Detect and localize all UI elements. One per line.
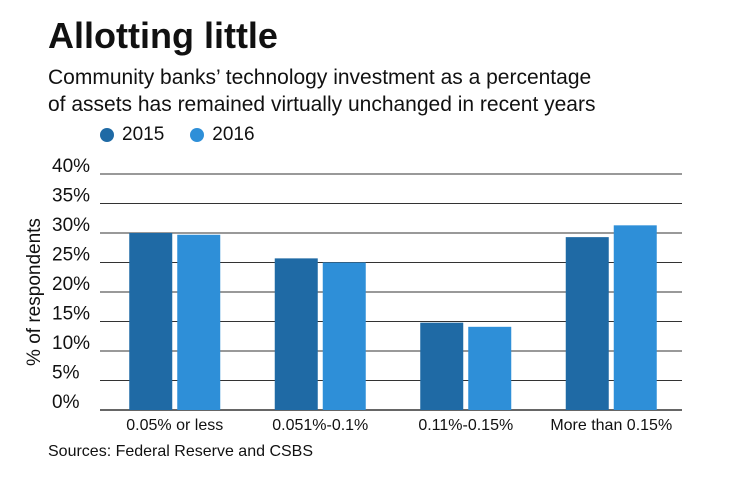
x-tick-label: 0.051%-0.1% [272,417,368,434]
y-axis-label: % of respondents [24,218,45,366]
chart-title: Allotting little [48,15,278,56]
bar-2016-1 [322,262,366,410]
y-tick-label: 30% [52,215,90,236]
x-tick-label: More than 0.15% [550,417,672,434]
y-tick-label: 10% [52,333,90,354]
legend-swatch-2016 [190,128,205,142]
legend-item-2015: 2015 [100,124,164,146]
legend-item-2016: 2016 [190,124,255,146]
y-tick-label: 5% [52,363,80,384]
bar-2015-3 [565,237,609,410]
y-tick-label: 20% [52,274,90,295]
y-tick-label: 40% [52,156,90,177]
subtitle-line-1: Community banks’ technology investment a… [48,66,592,89]
bar-2016-0 [177,234,221,410]
bar-2015-0 [129,233,173,410]
subtitle-line-2: of assets has remained virtually unchang… [48,93,596,116]
legend-swatch-2015 [100,128,114,142]
source-note: Sources: Federal Reserve and CSBS [48,443,314,460]
chart-subtitle: Community banks’ technology investment a… [48,64,728,118]
bar-2016-3 [613,225,657,410]
x-tick-label: 0.05% or less [126,417,223,434]
bar-2016-2 [468,326,512,410]
y-tick-label: 0% [52,392,80,413]
legend: 2015 2016 [100,124,255,146]
y-tick-label: 35% [52,186,90,207]
x-tick-label: 0.11%-0.15% [418,417,513,434]
y-tick-label: 25% [52,245,90,266]
y-tick-label: 15% [52,304,90,325]
bar-2015-2 [420,322,464,410]
bar-2015-1 [274,258,318,410]
legend-label-2016: 2016 [212,124,255,145]
legend-label-2015: 2015 [122,124,165,145]
